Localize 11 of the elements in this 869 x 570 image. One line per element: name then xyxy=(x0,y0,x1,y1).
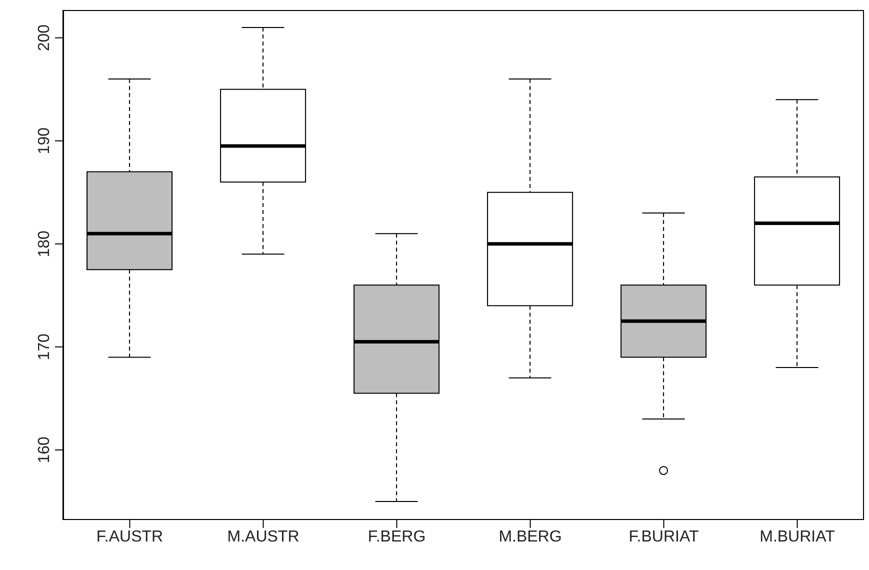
y-tick-label: 170 xyxy=(36,333,53,360)
y-tick-label: 180 xyxy=(36,230,53,258)
y-tick-label: 200 xyxy=(36,24,53,52)
x-tick-label: F.AUSTR xyxy=(96,528,164,546)
y-tick-label: 160 xyxy=(36,436,53,464)
x-tick-label: M.AUSTR xyxy=(227,528,300,546)
x-tick-label: M.BERG xyxy=(498,528,562,546)
x-tick-label: F.BERG xyxy=(368,528,426,546)
x-tick-label: F.BURIAT xyxy=(628,528,699,546)
y-tick-label: 190 xyxy=(36,127,53,154)
x-tick-label: M.BURIAT xyxy=(760,528,836,546)
